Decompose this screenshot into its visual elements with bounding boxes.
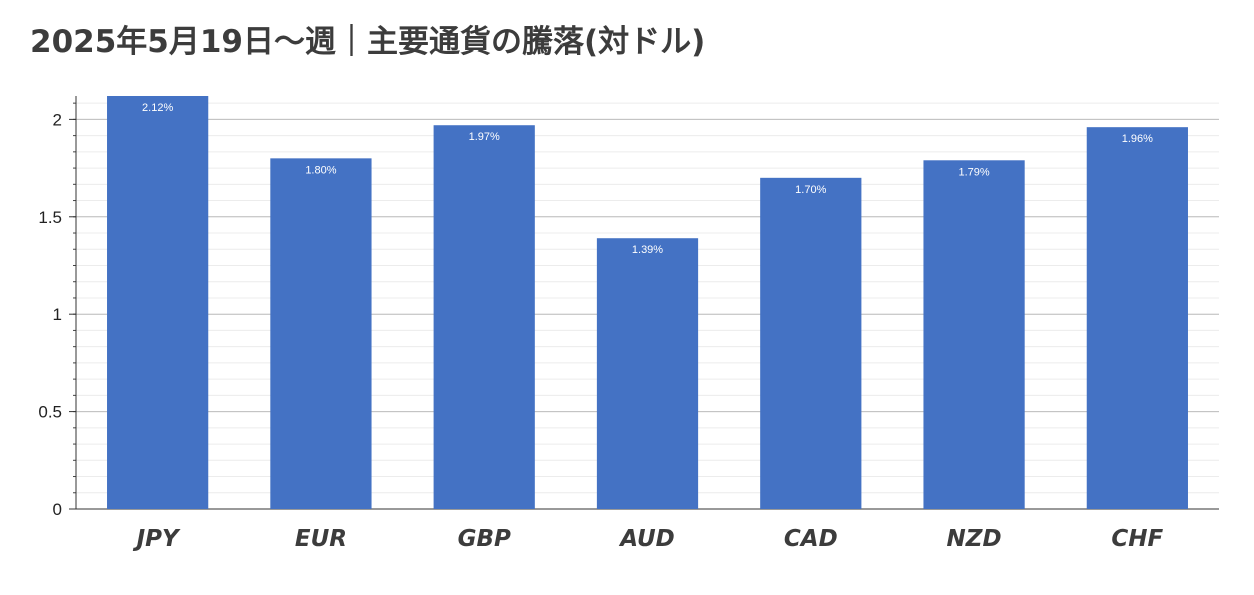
data-label-aud: 1.39% [632, 244, 663, 256]
x-tick-label-nzd: NZD [947, 526, 1002, 552]
x-tick-label-eur: EUR [295, 526, 347, 552]
data-label-eur: 1.80% [305, 164, 336, 176]
bar-aud [596, 238, 699, 509]
data-label-jpy: 2.12% [142, 102, 173, 114]
x-tick-label-jpy: JPY [133, 526, 181, 552]
bars [107, 96, 1188, 510]
bar-eur [270, 158, 372, 509]
bar-gbp [433, 125, 535, 510]
bar-chf [1086, 127, 1188, 510]
x-tick-label-aud: AUD [618, 526, 675, 552]
y-tick-label: 1.5 [38, 208, 62, 227]
data-label-chf: 1.96% [1122, 133, 1153, 145]
bar-nzd [923, 160, 1025, 510]
chart-title: 2025年5月19日～週｜主要通貨の騰落(対ドル) [30, 24, 706, 60]
x-tick-label-cad: CAD [784, 526, 838, 552]
y-tick-label: 1 [53, 305, 62, 324]
x-tick-label-chf: CHF [1111, 526, 1163, 552]
y-tick-label: 2 [53, 110, 62, 129]
bar-jpy [107, 96, 209, 509]
data-label-nzd: 1.79% [958, 166, 989, 178]
y-tick-label: 0 [53, 500, 62, 519]
data-label-gbp: 1.97% [469, 131, 500, 143]
data-label-cad: 1.70% [795, 184, 826, 196]
y-tick-label: 0.5 [38, 403, 62, 422]
bar-cad [760, 177, 862, 510]
labels: 0 0.5 1 1.5 2 2.12% JPY 1.80% EUR 1.97% GBP 1.39% AU… [38, 102, 1163, 552]
x-tick-label-gbp: GBP [458, 526, 511, 552]
